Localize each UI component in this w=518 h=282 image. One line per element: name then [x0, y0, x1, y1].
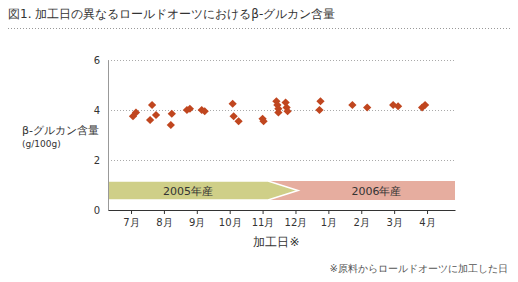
x-tick: 11月 — [252, 210, 275, 228]
footnote: ※原料からロールドオーツに加工した日 — [330, 263, 508, 274]
y-tick-label: 2 — [94, 155, 100, 166]
y-tick: 4 — [94, 105, 108, 116]
x-tick-mark — [197, 210, 198, 214]
band-label: 2005年産 — [163, 185, 213, 198]
point — [229, 100, 237, 108]
x-tick-mark — [361, 210, 362, 214]
point — [152, 111, 160, 119]
point — [167, 121, 175, 129]
x-axis-line — [109, 210, 456, 211]
y-axis-line — [108, 61, 109, 211]
points — [129, 97, 429, 129]
x-tick-label: 7月 — [123, 217, 139, 228]
x-tick: 7月 — [123, 210, 139, 228]
x-tick-label: 9月 — [189, 217, 205, 228]
point — [132, 108, 140, 116]
point — [315, 106, 323, 114]
y-tick: 2 — [94, 155, 108, 166]
point — [274, 108, 282, 116]
y-tick-label: 4 — [94, 105, 100, 116]
band-2005 — [108, 181, 298, 200]
x-tick: 4月 — [419, 210, 435, 228]
point — [316, 97, 324, 105]
x-tick-mark — [164, 210, 165, 214]
grid — [108, 61, 455, 161]
x-tick-mark — [230, 210, 231, 214]
chart: 図1. 加工日の異なるロールドオーツにおけるβ-グルカン含量 2005年産 2006… — [0, 0, 518, 282]
point — [186, 105, 194, 113]
x-tick-mark — [328, 210, 329, 214]
x-axis-title: 加工日※ — [253, 235, 299, 249]
point — [201, 107, 209, 115]
x-tick-label: 3月 — [386, 217, 402, 228]
x-tick-mark — [263, 210, 264, 214]
x-tick-mark — [427, 210, 428, 214]
point — [348, 101, 356, 109]
x-tick: 8月 — [156, 210, 172, 228]
title: 図1. 加工日の異なるロールドオーツにおけるβ-グルカン含量 — [8, 7, 335, 21]
y-tick-label: 0 — [94, 205, 100, 216]
point — [148, 101, 156, 109]
x-tick: 12月 — [285, 210, 308, 228]
x-tick-label: 11月 — [252, 217, 275, 228]
y-tick-label: 6 — [94, 55, 100, 66]
x-tick: 10月 — [219, 210, 242, 228]
x-tick: 1月 — [321, 210, 337, 228]
y-axis-title: β-グルカン含量 — [22, 124, 99, 137]
period-bands: 2005年産 2006年産 — [108, 181, 455, 200]
point — [234, 117, 242, 125]
title-rule — [8, 28, 510, 29]
grid-line — [108, 60, 455, 61]
x-tick-mark — [295, 210, 296, 214]
point — [168, 110, 176, 118]
point — [421, 101, 429, 109]
x-axis: 7月 8月 9月 10月 11月 12月 1月 2月 3月 4月 — [109, 210, 456, 228]
y-tick: 6 — [94, 55, 108, 66]
x-tick-label: 8月 — [156, 217, 172, 228]
y-axis-title: (g/100g) — [22, 139, 61, 149]
point — [394, 102, 402, 110]
x-tick-label: 2月 — [354, 217, 370, 228]
grid-line — [108, 160, 455, 161]
band-label: 2006年産 — [352, 185, 402, 198]
x-tick-label: 10月 — [219, 217, 242, 228]
point — [363, 103, 371, 111]
x-tick-label: 4月 — [419, 217, 435, 228]
x-tick-mark — [131, 210, 132, 214]
grid-line — [108, 110, 455, 111]
point — [146, 116, 154, 124]
x-tick-label: 1月 — [321, 217, 337, 228]
point — [230, 112, 238, 120]
x-tick-label: 12月 — [285, 217, 308, 228]
x-tick: 3月 — [386, 210, 402, 228]
x-tick-mark — [394, 210, 395, 214]
x-tick: 9月 — [189, 210, 205, 228]
x-tick: 2月 — [354, 210, 370, 228]
point — [259, 117, 267, 125]
y-tick: 0 — [94, 205, 108, 216]
point — [283, 107, 291, 115]
